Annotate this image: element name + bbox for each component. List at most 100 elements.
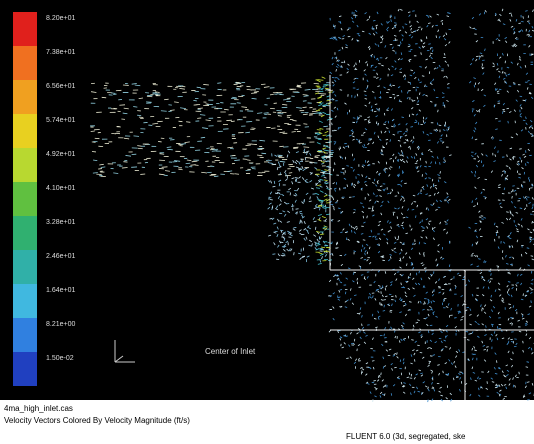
vector (318, 200, 323, 202)
vector (385, 349, 389, 352)
vector (519, 95, 523, 98)
vector (331, 219, 334, 222)
vector (416, 159, 419, 163)
vector (454, 286, 457, 290)
vector (302, 94, 308, 96)
vector (437, 109, 439, 113)
vector (367, 142, 370, 146)
vector (282, 210, 286, 213)
vector (317, 133, 322, 136)
vector (471, 200, 473, 203)
vector (339, 281, 343, 284)
vector (377, 375, 380, 379)
vector (113, 172, 119, 174)
vector (515, 133, 519, 136)
vector (401, 385, 405, 388)
vector (394, 60, 397, 63)
vector (407, 145, 411, 148)
vector (369, 366, 372, 370)
vector (460, 319, 463, 321)
vector (449, 288, 451, 292)
vector (424, 270, 427, 273)
vector (438, 286, 441, 288)
vector (447, 303, 450, 306)
vector (384, 45, 387, 48)
vector (507, 318, 510, 321)
vector (314, 156, 319, 158)
vector (514, 43, 516, 47)
vector (497, 311, 500, 315)
vector (427, 298, 430, 301)
vector (450, 307, 452, 311)
vector (399, 257, 402, 261)
vector (407, 287, 411, 290)
vector (510, 358, 513, 361)
vector (441, 22, 444, 26)
vector (271, 205, 274, 209)
vector (476, 254, 479, 258)
vector (389, 254, 392, 256)
vector (458, 274, 462, 277)
vector (428, 165, 431, 168)
vector (412, 86, 416, 89)
vector (379, 195, 382, 197)
vector (528, 202, 531, 205)
vector (281, 246, 285, 248)
vector (430, 56, 433, 60)
vector (409, 301, 412, 303)
colorbar-segment (13, 182, 37, 216)
colorbar-label: 3.28e+01 (46, 219, 75, 226)
vector (281, 193, 285, 197)
vector (376, 379, 380, 382)
vector (397, 86, 401, 89)
vector (363, 90, 367, 92)
vector (288, 187, 292, 191)
vector (478, 394, 481, 397)
vector (321, 76, 326, 79)
vector (432, 354, 436, 356)
vector (434, 281, 438, 284)
vector (371, 26, 374, 29)
vector (401, 116, 405, 119)
vector (366, 259, 369, 262)
vector (301, 177, 305, 181)
vector (462, 351, 465, 353)
vector (388, 130, 391, 134)
vector (384, 130, 387, 134)
vector (380, 23, 383, 26)
colorbar-segment (13, 216, 37, 250)
vector (354, 9, 358, 13)
vector (347, 267, 351, 270)
vector (499, 56, 502, 59)
vector (338, 127, 342, 129)
vector (393, 96, 396, 100)
vector (514, 224, 517, 228)
vector (368, 101, 371, 105)
vector (522, 340, 524, 344)
vector (381, 35, 384, 38)
vector (371, 91, 375, 93)
vector (416, 204, 419, 208)
vector (405, 252, 408, 255)
vector (358, 140, 360, 144)
vector (328, 91, 333, 93)
vector (390, 74, 394, 77)
vector (406, 376, 410, 379)
vector (292, 228, 296, 231)
vector (353, 64, 356, 68)
vector (506, 342, 509, 346)
vector (399, 273, 403, 276)
vector (529, 231, 533, 234)
vector (391, 295, 394, 298)
vector (415, 119, 418, 122)
vector (335, 69, 337, 72)
vector (267, 206, 271, 210)
vector (456, 272, 460, 275)
vector (441, 348, 444, 350)
vector (400, 195, 404, 198)
vector (471, 109, 474, 113)
vector (403, 199, 406, 203)
vector (319, 102, 324, 104)
vector (337, 59, 341, 62)
vector (378, 284, 381, 287)
